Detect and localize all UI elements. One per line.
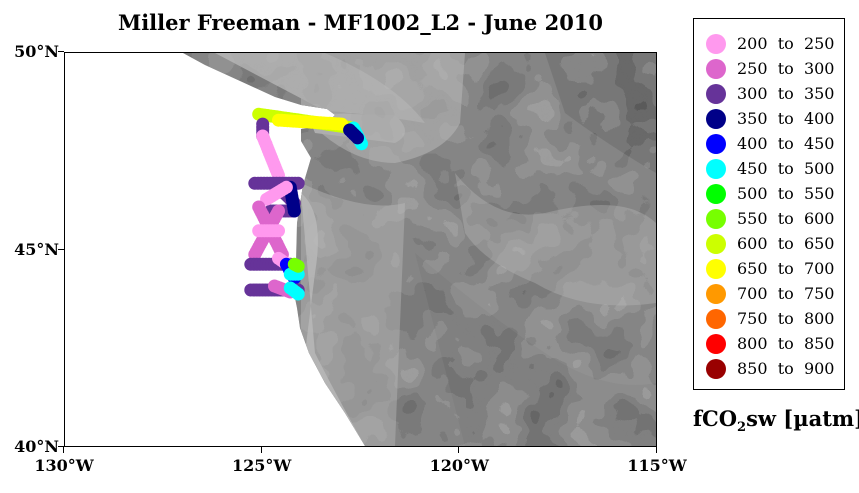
legend-swatch [706,184,726,204]
legend-item: 750 to 800 [694,306,844,331]
legend-swatch [706,359,726,379]
legend-swatch [706,234,726,254]
track-point [291,259,305,273]
units-suffix: sw [µatm] [746,406,859,431]
legend-swatch [706,109,726,129]
legend-swatch [706,334,726,354]
units-prefix: fCO [693,406,738,431]
lon-tick-mark [458,447,460,453]
lat-tick-mark [58,248,64,250]
lat-tick-mark [58,51,64,52]
legend-swatch [706,159,726,179]
legend-item: 850 to 900 [694,356,844,381]
lon-tick-mark [63,447,64,453]
legend-item: 450 to 500 [694,156,844,181]
legend-item: 250 to 300 [694,56,844,81]
legend-label: 300 to 350 [737,84,835,103]
track-point [279,180,293,194]
legend-item: 500 to 550 [694,181,844,206]
lon-tick-mark [260,447,262,453]
legend-item: 800 to 850 [694,331,844,356]
legend-label: 500 to 550 [737,184,835,203]
map-canvas [65,53,656,446]
lat-tick-label: 50°N [14,42,59,61]
legend-label: 700 to 750 [737,284,835,303]
track-point [351,131,364,145]
legend-item: 300 to 350 [694,81,844,106]
legend-swatch [706,309,726,329]
legend-swatch [706,59,726,79]
legend-item: 400 to 450 [694,131,844,156]
legend-label: 450 to 500 [737,159,835,178]
legend-label: 350 to 400 [737,109,835,128]
lat-tick-label: 45°N [14,239,59,259]
cruise-track [244,107,368,301]
legend-units: fCO2sw [µatm] [693,406,859,435]
legend-label: 800 to 850 [737,334,835,353]
legend-label: 650 to 700 [737,259,835,278]
track-point [248,248,262,261]
legend-swatch [706,209,726,229]
map-title: Miller Freeman - MF1002_L2 - June 2010 [117,10,604,35]
track-point [272,224,285,238]
legend-item: 200 to 250 [694,31,844,56]
legend-swatch [706,134,726,154]
legend-item: 550 to 600 [694,206,844,231]
lon-tick-label: 115°W [627,456,687,475]
legend-label: 550 to 600 [737,209,835,228]
lon-tick-label: 125°W [231,456,292,475]
lon-tick-label: 130°W [34,456,94,475]
legend-label: 400 to 450 [737,134,835,153]
legend-swatch [706,34,726,54]
legend-label: 750 to 800 [737,309,835,328]
legend-swatch [706,284,726,304]
lat-tick-mark [58,446,64,447]
legend-label: 600 to 650 [737,234,835,253]
legend-label: 200 to 250 [737,34,835,53]
lon-tick-mark [656,447,657,453]
legend-item: 350 to 400 [694,106,844,131]
track-point [291,287,305,301]
legend-item: 600 to 650 [694,231,844,256]
lon-tick-label: 120°W [429,456,490,475]
map-plot-area [64,52,657,447]
units-subscript: 2 [737,420,747,436]
legend-label: 250 to 300 [737,59,835,78]
track-point [287,204,301,218]
lat-tick-label: 40°N [14,437,59,456]
legend-item: 650 to 700 [694,256,844,281]
legend-swatch [706,259,726,279]
legend-item: 700 to 750 [694,281,844,306]
legend-swatch [706,84,726,104]
fco2-legend: 200 to 250 250 to 300 300 to 350 350 to 400… [693,18,845,390]
legend-label: 850 to 900 [737,359,835,378]
